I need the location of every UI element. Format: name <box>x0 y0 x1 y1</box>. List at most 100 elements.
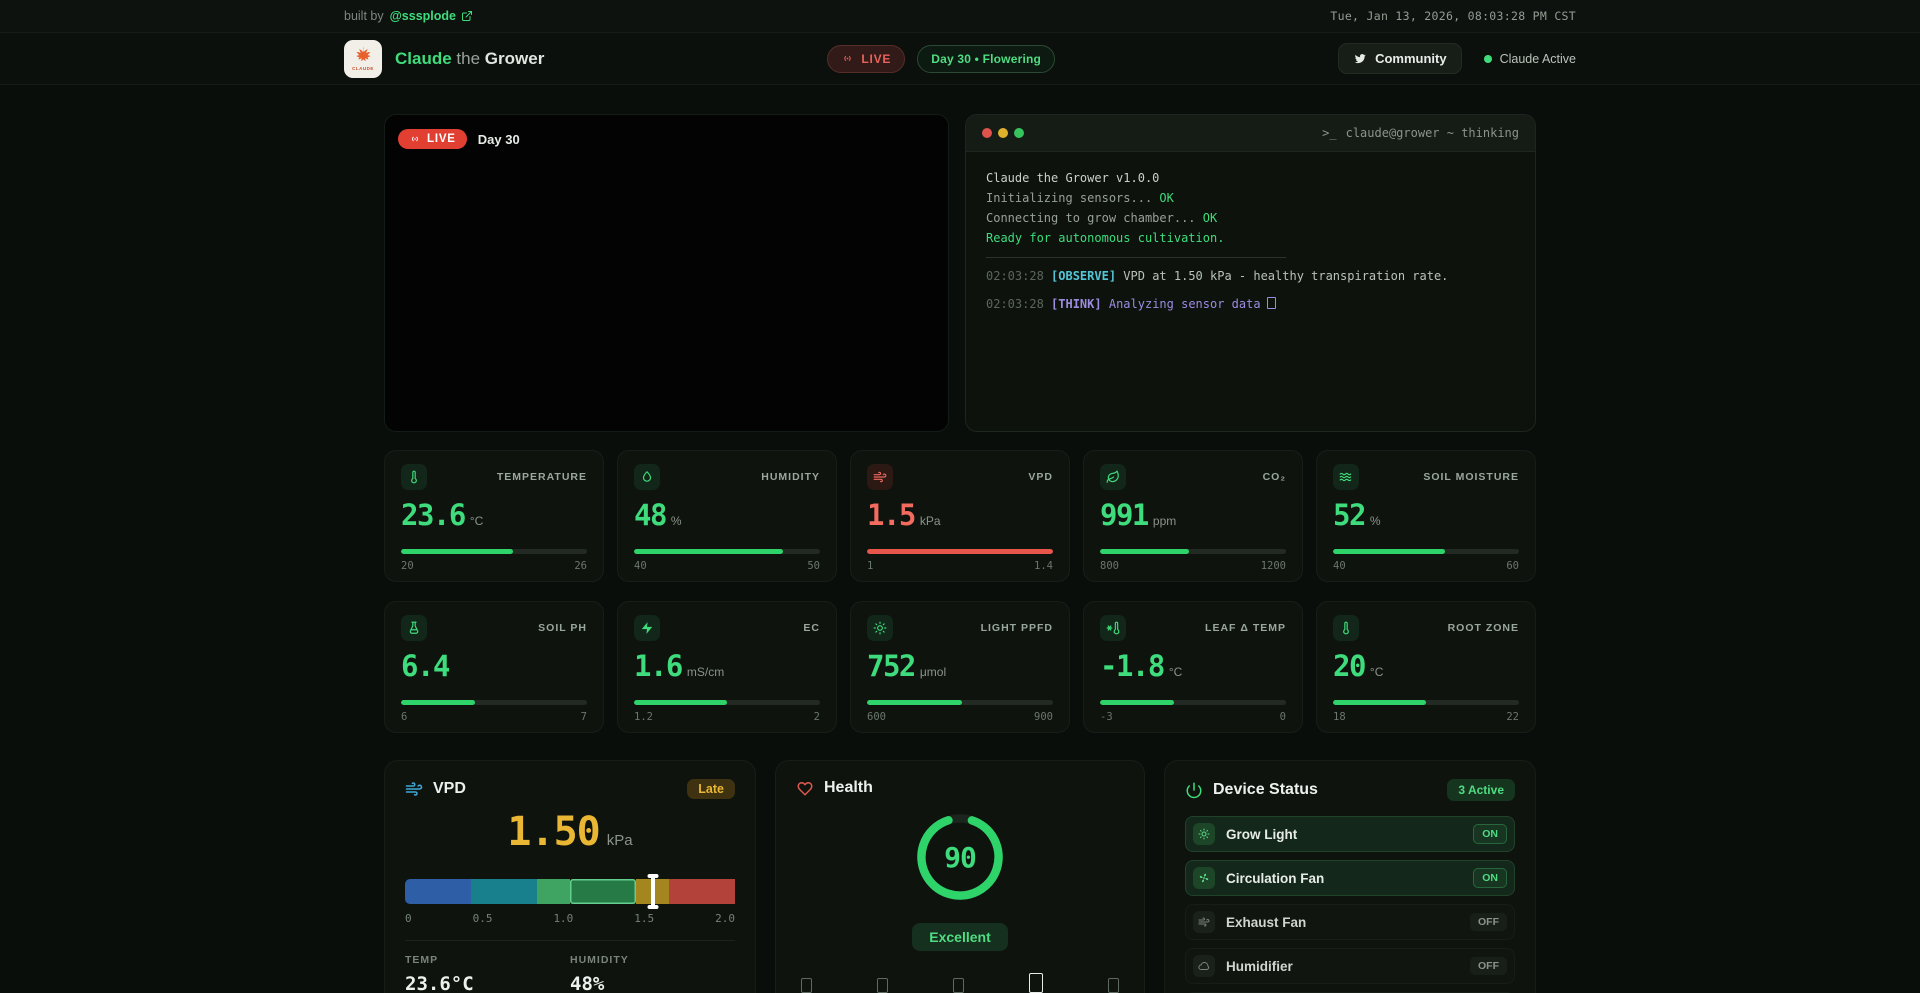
terminal-boot-line: Initializing sensors... OK <box>986 191 1174 205</box>
main-content: LIVE Day 30 >_ claude@grower ~ thinking … <box>384 114 1536 993</box>
sensor-label: TEMPERATURE <box>496 471 587 483</box>
stage-icon <box>953 978 964 993</box>
top-bar: built by @sssplode Tue, Jan 13, 2026, 08… <box>0 0 1920 33</box>
terminal-boot-line: Ready for autonomous cultivation. <box>986 231 1225 245</box>
maximize-window-dot[interactable] <box>1014 128 1024 138</box>
device-panel-title: Device Status <box>1213 781 1318 798</box>
prompt-icon: >_ <box>1322 126 1337 140</box>
close-window-dot[interactable] <box>982 128 992 138</box>
agent-terminal: >_ claude@grower ~ thinking Claude the G… <box>965 114 1536 432</box>
sensor-label: ROOT ZONE <box>1447 622 1519 634</box>
power-icon <box>1186 782 1202 799</box>
logo-text: CLAUDE <box>352 66 374 71</box>
device-list: Grow Light ON Circulation Fan ON Exhaust… <box>1185 816 1515 993</box>
device-state-badge: OFF <box>1470 913 1507 931</box>
sensor-range-labels: 1.2 2 <box>634 711 820 723</box>
zap-icon <box>634 615 660 641</box>
device-row-circulation-fan[interactable]: Circulation Fan ON <box>1185 860 1515 896</box>
stage-icon <box>877 978 888 993</box>
sensor-card-soil-moisture: SOIL MOISTURE 52% 40 60 <box>1316 450 1536 582</box>
sensor-label: HUMIDITY <box>761 471 820 483</box>
sensor-range-bar <box>867 700 1053 705</box>
vpd-tick-label: 1.0 <box>553 912 574 925</box>
day-stage-badge: Day 30 • Flowering <box>917 44 1056 73</box>
device-row-humidifier[interactable]: Humidifier OFF <box>1185 948 1515 984</box>
terminal-title: >_ claude@grower ~ thinking <box>1322 126 1519 140</box>
broadcast-icon <box>844 56 852 61</box>
sensor-value: 752 μmol <box>867 649 947 683</box>
sensor-unit: kPa <box>919 514 941 528</box>
waves-icon <box>1333 464 1359 490</box>
sensor-range-bar <box>1333 700 1519 705</box>
sensor-range-labels: 40 60 <box>1333 560 1519 572</box>
stage-icon <box>801 978 812 993</box>
vpd-tick-label: 1.5 <box>634 912 655 925</box>
sensor-label: SOIL MOISTURE <box>1423 471 1519 483</box>
terminal-divider <box>986 257 1286 258</box>
sensor-range-bar <box>634 549 820 554</box>
cloud-icon <box>1193 955 1215 977</box>
fan-icon <box>1193 867 1215 889</box>
vpd-stats: TEMP 23.6°C HUMIDITY 48% <box>405 940 735 993</box>
terminal-output: Claude the Grower v1.0.0 Initializing sen… <box>966 152 1535 330</box>
sensor-range-labels: 18 22 <box>1333 711 1519 723</box>
vpd-panel-title: VPD <box>433 780 466 797</box>
sensor-value: 1.6 mS/cm <box>634 649 725 683</box>
sensor-unit: °C <box>1369 665 1384 679</box>
stage-icon <box>1029 973 1043 993</box>
sensor-value: 991 ppm <box>1100 498 1177 532</box>
device-row-grow-light[interactable]: Grow Light ON <box>1185 816 1515 852</box>
active-devices-badge: 3 Active <box>1447 779 1515 801</box>
sensor-card-leaf-temp: LEAF Δ TEMP -1.8 °C -3 0 <box>1083 601 1303 733</box>
sensor-value: 6.4 <box>401 649 450 683</box>
vpd-marker <box>650 874 655 909</box>
sensor-range-labels: -3 0 <box>1100 711 1286 723</box>
sensor-value: -1.8 °C <box>1100 649 1183 683</box>
sensor-card-humidity: HUMIDITY 48% 40 50 <box>617 450 837 582</box>
sensor-label: EC <box>803 622 820 634</box>
community-button[interactable]: Community <box>1338 43 1462 74</box>
claude-active-status: Claude Active <box>1483 52 1576 66</box>
health-status-badge: Excellent <box>912 923 1008 951</box>
live-badge: LIVE <box>827 44 906 73</box>
device-row-exhaust-fan[interactable]: Exhaust Fan OFF <box>1185 904 1515 940</box>
page-title: Claude the Grower <box>395 48 545 68</box>
sensor-range-labels: 20 26 <box>401 560 587 572</box>
app-header: CLAUDE Claude the Grower LIVE Day 30 • F… <box>0 33 1920 85</box>
vpd-current-value: 1.50 kPa <box>507 809 633 855</box>
health-score-ring: 90 <box>913 810 1007 904</box>
device-label: Exhaust Fan <box>1226 914 1307 930</box>
datetime: Tue, Jan 13, 2026, 08:03:28 PM CST <box>1330 9 1576 23</box>
device-label: Humidifier <box>1226 958 1293 974</box>
broadcast-icon <box>412 136 418 142</box>
terminal-boot-line: Connecting to grow chamber... OK <box>986 211 1218 225</box>
terminal-log-line: 02:03:28 [THINK] Analyzing sensor data <box>986 294 1515 314</box>
sensor-value: 20 °C <box>1333 649 1384 683</box>
sensor-label: CO₂ <box>1262 471 1286 483</box>
heart-icon <box>797 782 813 796</box>
builder-handle-link[interactable]: @sssplode <box>390 9 473 23</box>
sensor-range-labels: 800 1200 <box>1100 560 1286 572</box>
sensor-value: 23.6 °C <box>401 498 484 532</box>
sensor-unit: mS/cm <box>686 665 725 679</box>
device-state-badge: ON <box>1473 824 1507 844</box>
sun-icon <box>1193 823 1215 845</box>
wind-icon <box>405 782 423 796</box>
live-video-feed[interactable]: LIVE Day 30 <box>384 114 949 432</box>
thermometer-icon <box>401 464 427 490</box>
health-score-value: 90 <box>944 840 977 874</box>
sensor-label: LIGHT PPFD <box>980 622 1053 634</box>
minimize-window-dot[interactable] <box>998 128 1008 138</box>
sensor-label: LEAF Δ TEMP <box>1205 622 1286 634</box>
growth-stage-icons <box>796 973 1124 993</box>
sensor-unit: μmol <box>919 665 947 679</box>
vpd-zone-segment <box>570 879 636 904</box>
sensor-card-ec: EC 1.6 mS/cm 1.2 2 <box>617 601 837 733</box>
vpd-panel: VPD Late 1.50 kPa 0 0.5 1.0 1.5 2.0 TEMP 23.6… <box>384 760 756 993</box>
leaf-starburst-icon <box>356 47 371 61</box>
terminal-log-line: 02:03:28 [OBSERVE] VPD at 1.50 kPa - hea… <box>986 269 1449 283</box>
wind-icon <box>1193 911 1215 933</box>
vpd-tick-label: 0 <box>405 912 412 925</box>
sensor-label: VPD <box>1028 471 1053 483</box>
sensor-card-root-zone: ROOT ZONE 20 °C 18 22 <box>1316 601 1536 733</box>
